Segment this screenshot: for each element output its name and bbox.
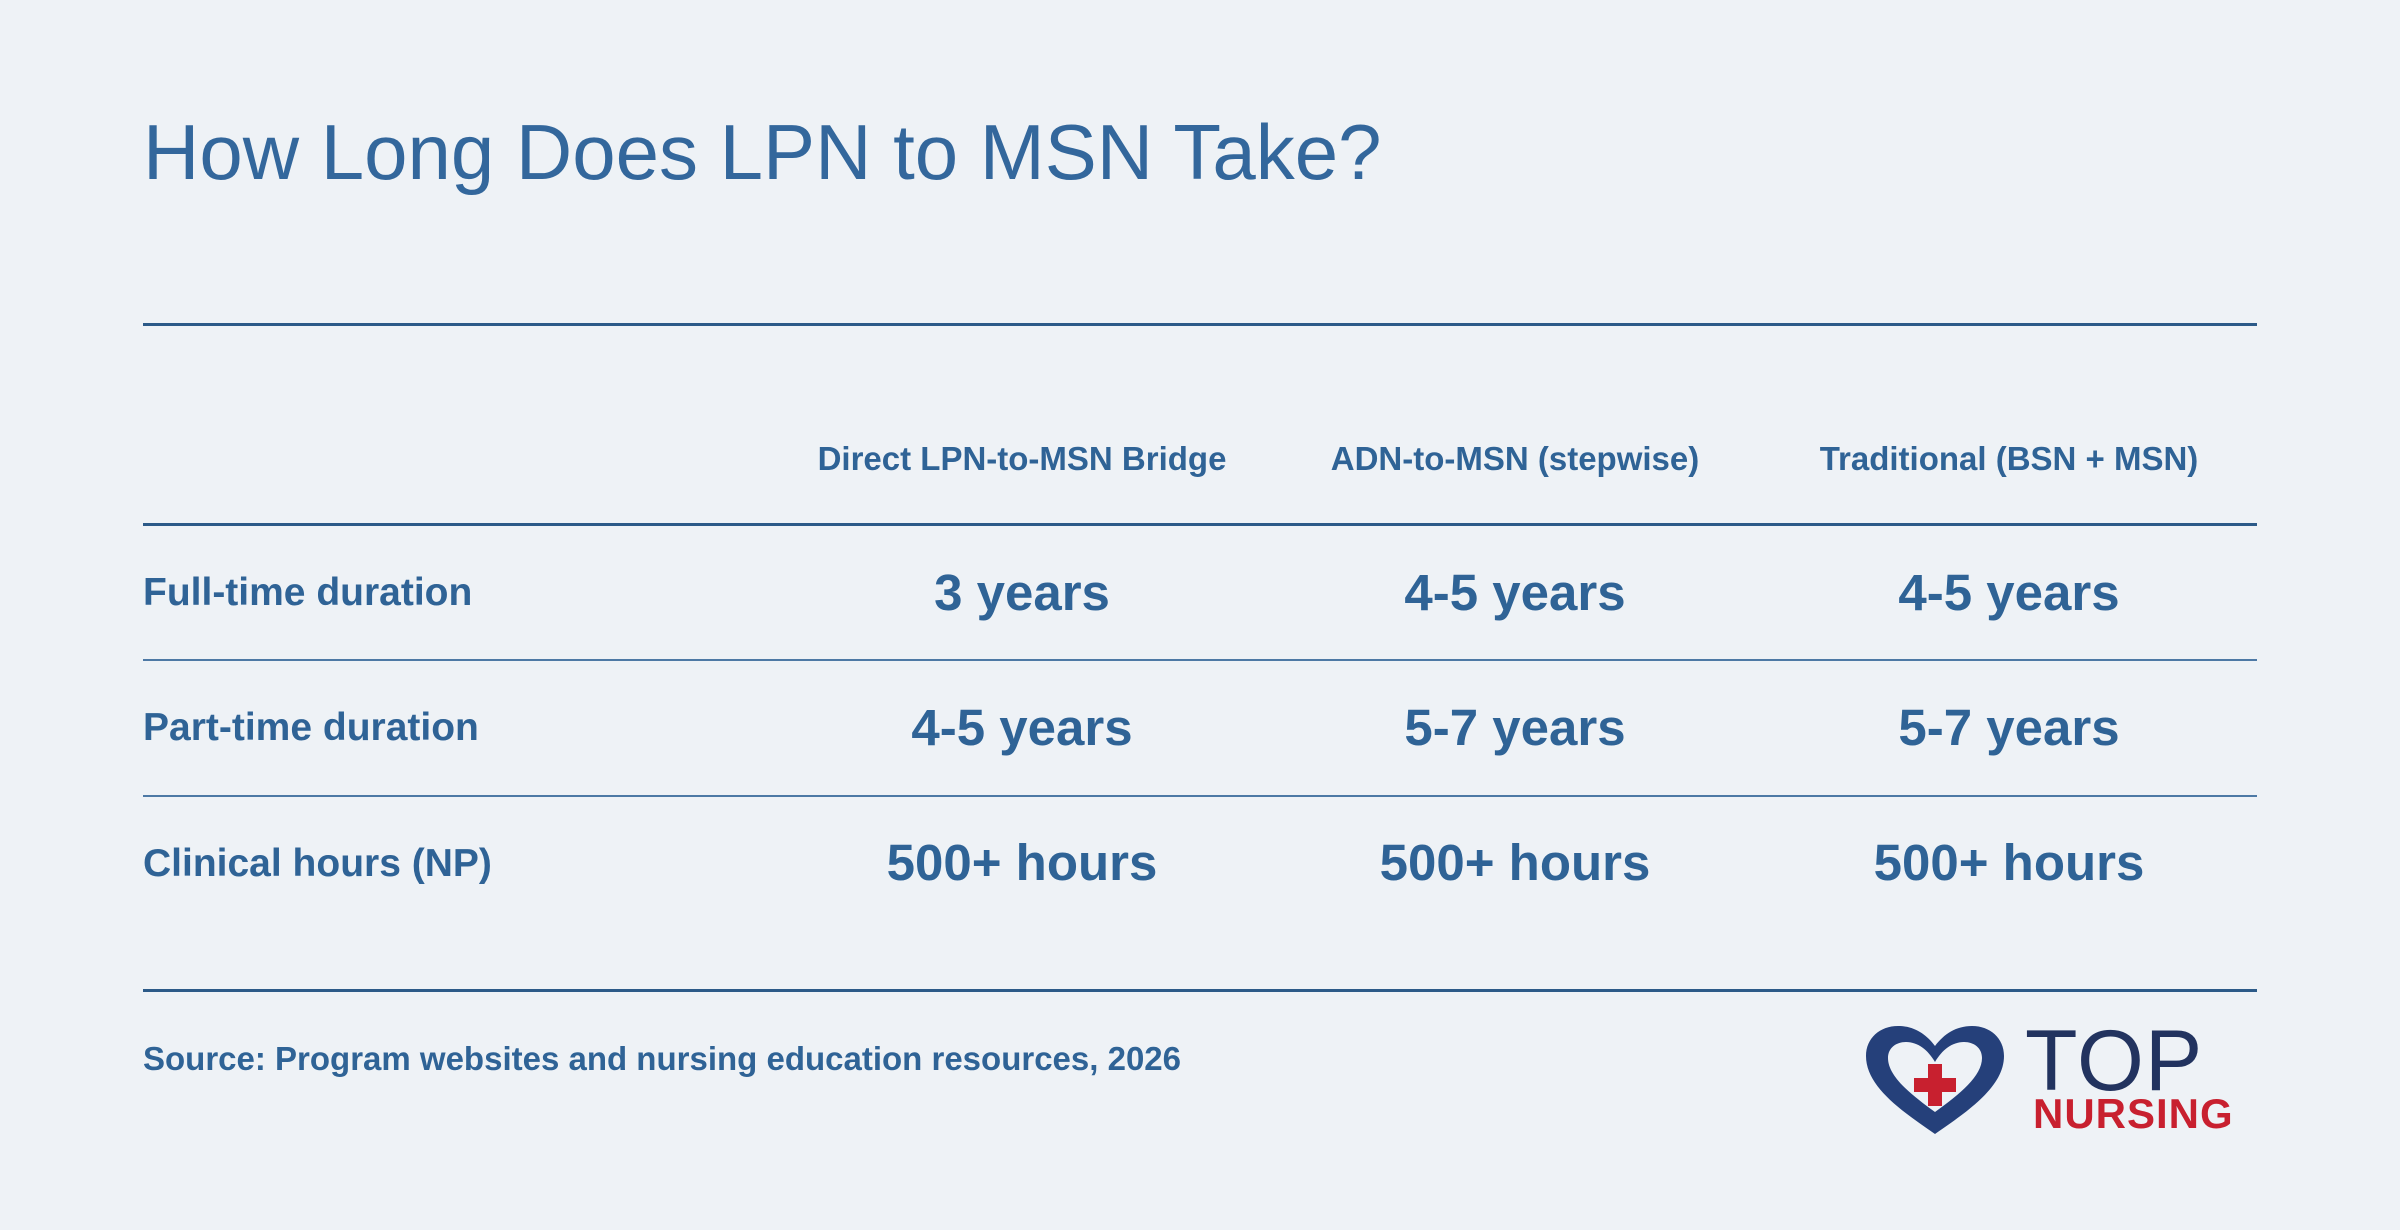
table-cell: 3 years xyxy=(934,564,1110,621)
column-header: Direct LPN-to-MSN Bridge xyxy=(817,440,1227,477)
logo-text-nursing: NURSING xyxy=(2033,1090,2234,1137)
row-divider xyxy=(143,659,2257,661)
logo-text-top: TOP xyxy=(2025,1013,2204,1109)
column-header: ADN-to-MSN (stepwise) xyxy=(1330,440,1700,477)
table-cell: 5-7 years xyxy=(1898,699,2120,756)
table-cell: 4-5 years xyxy=(1898,564,2120,621)
heart-cross-icon xyxy=(1866,1026,2004,1134)
page-title: How Long Does LPN to MSN Take? xyxy=(143,108,1382,196)
row-label: Part-time duration xyxy=(143,706,479,749)
row-label: Clinical hours (NP) xyxy=(143,842,492,885)
row-label: Full-time duration xyxy=(143,571,473,614)
table-cell: 500+ hours xyxy=(1379,834,1651,891)
column-header: Traditional (BSN + MSN) xyxy=(1819,440,2199,477)
table-cell: 500+ hours xyxy=(886,834,1158,891)
bottom-divider xyxy=(143,989,2257,992)
table-cell: 4-5 years xyxy=(1404,564,1626,621)
source-note: Source: Program websites and nursing edu… xyxy=(143,1040,1182,1077)
row-divider xyxy=(143,795,2257,797)
header-divider xyxy=(143,523,2257,526)
table-cell: 5-7 years xyxy=(1404,699,1626,756)
table-cell: 500+ hours xyxy=(1873,834,2145,891)
top-nursing-logo: TOP NURSING xyxy=(1860,1013,2260,1138)
table-cell: 4-5 years xyxy=(911,699,1133,756)
top-divider xyxy=(143,323,2257,326)
